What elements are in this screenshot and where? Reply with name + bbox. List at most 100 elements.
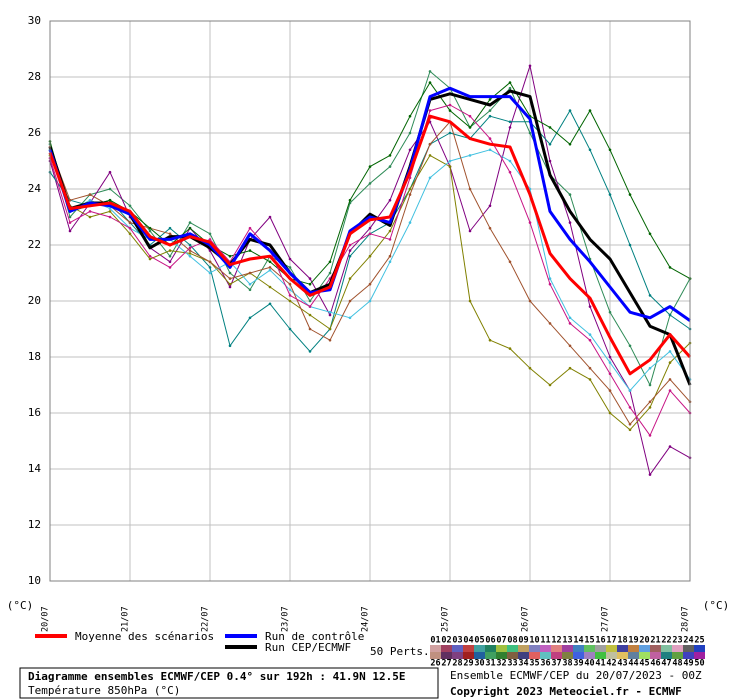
perturbation-swatch xyxy=(540,652,551,659)
axes: 10 12 14 16 18 20 22 24 26 28 30 20/07 21/07 22/07 23/… xyxy=(28,14,691,632)
y-tick-label: 14 xyxy=(28,462,42,475)
point xyxy=(248,271,252,275)
point xyxy=(208,266,212,269)
perturbation-legend-label: 30 xyxy=(474,659,484,669)
point xyxy=(508,260,512,264)
point xyxy=(108,215,112,219)
point xyxy=(388,165,392,168)
perturbation-swatch xyxy=(628,645,639,652)
point xyxy=(368,226,372,230)
perturbation-swatch xyxy=(562,645,573,652)
point xyxy=(168,254,172,258)
perturbation-swatch xyxy=(617,652,628,659)
perturbation-legend-label: 28 xyxy=(452,659,462,669)
point xyxy=(588,366,592,370)
point xyxy=(508,81,512,84)
perturbation-legend-label: 23 xyxy=(672,636,682,646)
point xyxy=(448,131,452,135)
perturbation-swatch xyxy=(661,652,672,659)
point xyxy=(268,215,272,219)
perturbation-legend-label: 32 xyxy=(496,659,506,669)
point xyxy=(668,266,672,269)
perturbation-legend-label: 27 xyxy=(441,659,451,669)
point xyxy=(208,260,212,264)
point xyxy=(228,271,232,275)
perturbation-swatch xyxy=(441,652,452,659)
perturbation-legend-label: 37 xyxy=(551,659,561,669)
point xyxy=(648,473,652,476)
point xyxy=(248,282,252,286)
perturbation-swatch xyxy=(661,645,672,652)
perturbation-legend-label: 14 xyxy=(573,636,583,646)
perturbation-swatch xyxy=(639,652,650,659)
perturbation-legend-label: 39 xyxy=(573,659,583,669)
point xyxy=(348,249,352,252)
run-info: Ensemble ECMWF/CEP du 20/07/2023 - 00Z xyxy=(450,669,702,682)
point xyxy=(468,126,472,129)
point xyxy=(68,215,72,219)
point xyxy=(508,86,512,90)
perturbation-legend-label: 10 xyxy=(529,636,539,646)
point xyxy=(168,260,172,264)
point xyxy=(268,266,272,269)
legend-label: Run de contrôle xyxy=(265,630,364,643)
point xyxy=(168,226,172,230)
point xyxy=(268,268,272,272)
point xyxy=(248,316,252,320)
point xyxy=(568,322,572,325)
perturbation-swatch xyxy=(507,645,518,652)
perturbation-swatch xyxy=(463,652,474,659)
point xyxy=(528,366,532,370)
point xyxy=(328,260,332,264)
point xyxy=(668,378,672,381)
point xyxy=(408,148,412,152)
x-tick-label: 23/07 xyxy=(281,606,291,632)
point xyxy=(268,302,272,306)
perturbation-swatch xyxy=(562,652,573,659)
point xyxy=(488,226,492,230)
perturbation-legend-label: 03 xyxy=(452,636,462,646)
point xyxy=(108,198,112,202)
point xyxy=(168,266,172,269)
point xyxy=(628,422,632,426)
perturbation-legend-label: 08 xyxy=(507,636,517,646)
point xyxy=(208,238,212,241)
point xyxy=(668,445,672,448)
perturbation-legend-label: 44 xyxy=(628,659,638,669)
point xyxy=(648,400,652,404)
point xyxy=(488,338,492,342)
point xyxy=(88,193,92,196)
point xyxy=(248,288,252,292)
point xyxy=(448,103,452,107)
point xyxy=(588,148,592,152)
point xyxy=(288,288,292,292)
point xyxy=(608,411,612,415)
y-tick-label: 16 xyxy=(28,406,41,419)
y-tick-label: 26 xyxy=(28,126,41,139)
point xyxy=(288,294,292,297)
perturbation-legend-label: 20 xyxy=(639,636,649,646)
point xyxy=(188,221,192,224)
point xyxy=(248,249,252,252)
perturbation-legend-label: 34 xyxy=(518,659,528,669)
point xyxy=(428,109,432,112)
point xyxy=(148,257,152,261)
point xyxy=(228,254,232,258)
point xyxy=(368,232,372,236)
point xyxy=(628,406,632,409)
perturbation-legend-label: 41 xyxy=(595,659,605,669)
perturbation-swatch xyxy=(595,645,606,652)
perturbation-swatch xyxy=(474,645,485,652)
point xyxy=(348,316,352,320)
point xyxy=(68,198,72,202)
perturbation-legend-label: 47 xyxy=(661,659,671,669)
point xyxy=(368,165,372,168)
y-tick-label: 18 xyxy=(28,350,41,363)
y-tick-label: 28 xyxy=(28,70,41,83)
point xyxy=(548,159,552,163)
perturbation-legend-label: 45 xyxy=(639,659,649,669)
point xyxy=(328,310,332,314)
point xyxy=(468,154,472,157)
x-tick-label: 26/07 xyxy=(521,606,531,632)
perturbation-legend-label: 15 xyxy=(584,636,594,646)
